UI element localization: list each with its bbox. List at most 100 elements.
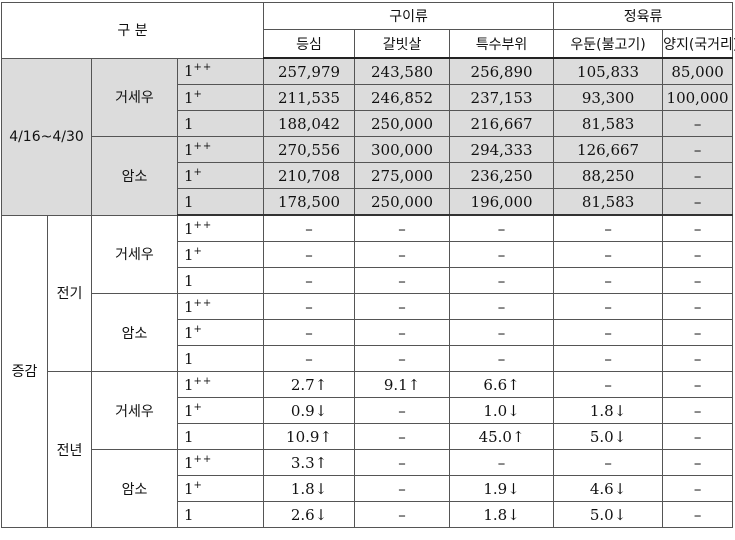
grade-superscript: ++	[193, 453, 213, 465]
value-cell: –	[553, 319, 664, 346]
grade-cell: 1	[176, 188, 265, 216]
breed-label: 거세우	[91, 214, 178, 294]
value-cell: –	[662, 214, 734, 242]
grade-superscript: ++	[193, 297, 213, 309]
grade-superscript: +	[193, 166, 203, 178]
grade-base: 1	[184, 427, 194, 446]
grade-superscript: +	[193, 88, 203, 100]
grade-base: 1	[184, 349, 194, 368]
value-cell: 188,042	[263, 110, 356, 137]
division-header: 구 분	[0, 2, 265, 59]
value-cell: –	[553, 241, 664, 268]
value-cell: –	[662, 423, 734, 450]
value-cell: 6.6↑	[449, 371, 555, 398]
grade-base: 1	[184, 245, 194, 264]
value-cell: –	[662, 136, 734, 163]
value-cell: –	[263, 241, 356, 268]
grade-cell: 1+	[176, 319, 265, 346]
value-cell: 256,890	[449, 57, 555, 85]
grade-superscript: +	[193, 245, 203, 257]
value-cell: 300,000	[354, 136, 451, 163]
value-cell: –	[662, 501, 734, 528]
value-cell: 93,300	[553, 84, 664, 111]
grade-cell: 1	[176, 345, 265, 372]
value-cell: 237,153	[449, 84, 555, 111]
value-cell: –	[263, 345, 356, 372]
grade-superscript: +	[193, 479, 203, 491]
value-cell: –	[263, 319, 356, 346]
table-row: 1 178,500 250,000 196,000 81,583–	[2, 188, 734, 216]
breed-label: 암소	[91, 136, 178, 216]
value-cell: –	[449, 449, 555, 476]
value-cell: 210,708	[263, 162, 356, 189]
price-table: 구 분 구이류 정육류 등심 갈빗살 특수부위 우둔(불고기) 양지(국거리) …	[0, 2, 735, 528]
value-cell: –	[354, 345, 451, 372]
value-cell: –	[662, 162, 734, 189]
grade-cell: 1++	[176, 371, 265, 398]
value-cell: –	[449, 267, 555, 294]
table-row: 1 188,042 250,000 216,667 81,583–	[2, 110, 734, 137]
value-cell: –	[263, 214, 356, 242]
table-row: 1+ 211,535 246,852 237,153 93,300 100,000	[2, 84, 734, 111]
change-label: 증감	[1, 214, 48, 528]
value-cell: –	[662, 293, 734, 320]
value-cell: –	[553, 345, 664, 372]
grade-cell: 1++	[176, 293, 265, 320]
value-cell: –	[662, 449, 734, 476]
grade-base: 1	[184, 192, 194, 211]
value-cell: 5.0↓	[553, 501, 664, 528]
grade-base: 1	[184, 323, 194, 342]
value-cell: 1.9↓	[449, 475, 555, 502]
breed-label: 암소	[91, 449, 178, 528]
value-cell: –	[553, 449, 664, 476]
breed-label: 거세우	[91, 371, 178, 450]
value-cell: 257,979	[263, 57, 356, 85]
grade-cell: 1	[176, 110, 265, 137]
grade-cell: 1++	[176, 449, 265, 476]
table-body: 구 분 구이류 정육류 등심 갈빗살 특수부위 우둔(불고기) 양지(국거리) …	[0, 2, 735, 528]
value-cell: 270,556	[263, 136, 356, 163]
header-row-2: 등심 갈빗살 특수부위 우둔(불고기) 양지(국거리)	[2, 29, 735, 59]
grade-cell: 1+	[176, 84, 265, 111]
grade-cell: 1	[176, 267, 265, 294]
grade-cell: 1+	[176, 162, 265, 189]
value-cell: –	[354, 214, 451, 242]
grade-base: 1	[184, 271, 194, 290]
value-cell: –	[449, 319, 555, 346]
value-cell: 88,250	[553, 162, 664, 189]
grade-cell: 1++	[176, 214, 265, 242]
value-cell: 250,000	[354, 110, 451, 137]
table-row: 암소 1++ – – – – –	[2, 293, 734, 372]
value-cell: –	[354, 319, 451, 346]
value-cell: 236,250	[449, 162, 555, 189]
value-cell: 0.9↓	[263, 397, 356, 424]
value-cell: 250,000	[354, 188, 451, 216]
grade-base: 1	[184, 505, 194, 524]
value-cell: 3.3↑	[263, 449, 356, 476]
value-cell: –	[354, 241, 451, 268]
grade-base: 1	[184, 166, 194, 185]
prev-year-label: 전년	[47, 371, 92, 528]
value-cell: 1.8↓	[263, 475, 356, 502]
value-cell: 10.9↑	[263, 423, 356, 450]
grade-base: 1	[184, 479, 194, 498]
value-cell: –	[662, 397, 734, 424]
grade-superscript: ++	[193, 62, 213, 74]
value-cell: 100,000	[662, 84, 734, 111]
grade-base: 1	[184, 297, 194, 316]
grade-cell: 1	[176, 501, 265, 528]
table-row: 암소 1++ 270,556 300,000 294,333 126,667–	[2, 136, 734, 216]
value-cell: –	[553, 214, 664, 242]
value-cell: –	[354, 397, 451, 424]
grade-cell: 1+	[176, 241, 265, 268]
value-cell: 9.1↑	[354, 371, 451, 398]
value-cell: –	[662, 371, 734, 398]
value-cell: 216,667	[449, 110, 555, 137]
grade-base: 1	[184, 219, 194, 238]
table-row: 1– – – – –	[2, 345, 734, 372]
value-cell: –	[662, 319, 734, 346]
value-cell: –	[449, 293, 555, 320]
grade-base: 1	[184, 88, 194, 107]
value-cell: –	[662, 188, 734, 216]
value-cell: 81,583	[553, 188, 664, 216]
